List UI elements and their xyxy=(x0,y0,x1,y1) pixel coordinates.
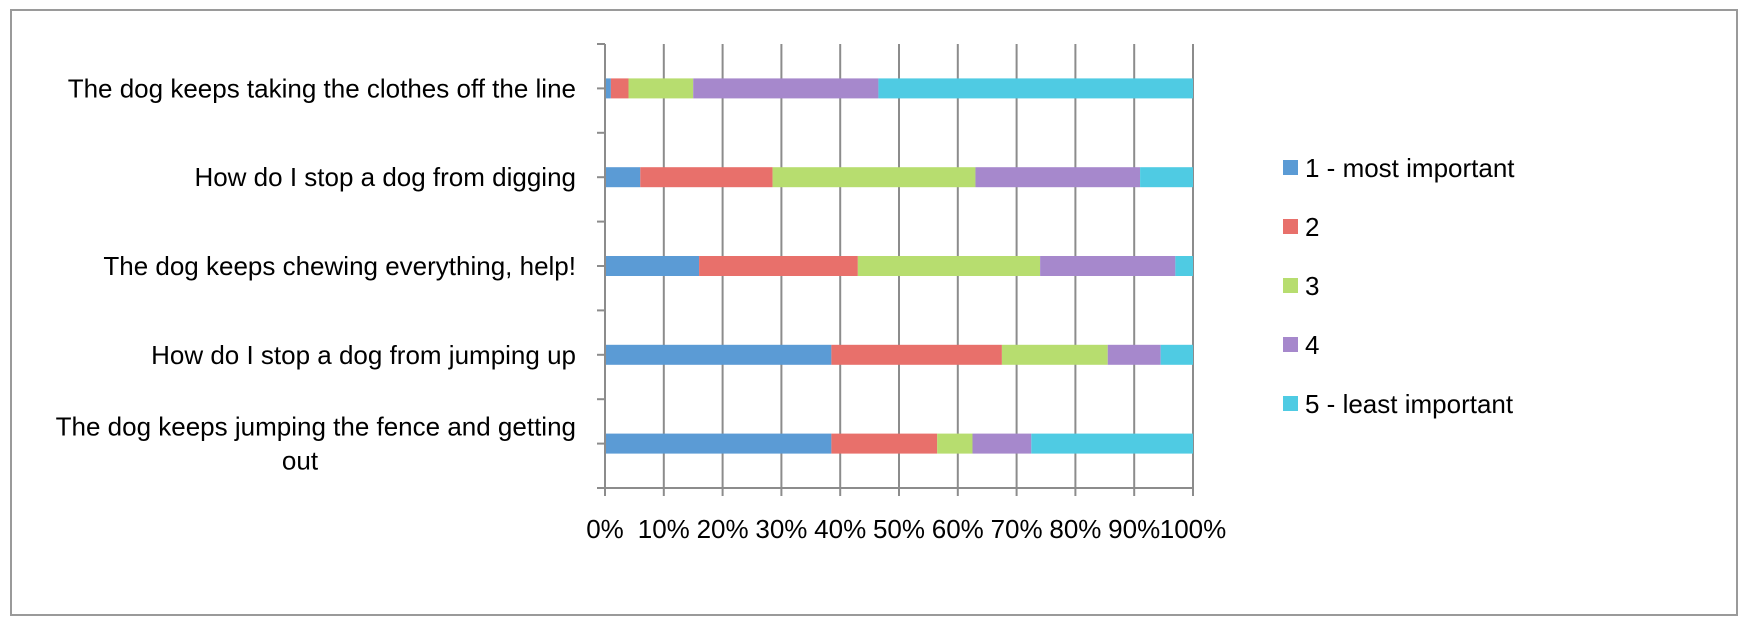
x-tick-label: 0% xyxy=(586,514,624,544)
bar-segment xyxy=(1001,344,1108,365)
x-tick-label: 70% xyxy=(991,514,1043,544)
x-tick-label: 80% xyxy=(1049,514,1101,544)
bar-segment xyxy=(857,256,1041,276)
category-label: How do I stop a dog from digging xyxy=(194,162,576,192)
category-labels: The dog keeps jumping the fence and gett… xyxy=(56,73,576,475)
legend-swatch xyxy=(1283,219,1298,234)
bar-segment xyxy=(975,167,1141,188)
bar-segment xyxy=(693,78,879,99)
legend-label: 3 xyxy=(1305,271,1319,301)
category-label: The dog keeps taking the clothes off the… xyxy=(68,73,576,103)
legend-swatch xyxy=(1283,396,1298,411)
x-tick-label: 30% xyxy=(755,514,807,544)
legend-label: 4 xyxy=(1305,330,1319,360)
bar-segment xyxy=(605,78,611,99)
bar-segment xyxy=(772,167,976,188)
bar-segment xyxy=(937,433,973,454)
x-tick-label: 10% xyxy=(638,514,690,544)
category-label: How do I stop a dog from jumping up xyxy=(151,340,576,370)
legend-swatch xyxy=(1283,160,1298,175)
legend-label: 5 - least important xyxy=(1305,389,1514,419)
bar-segment xyxy=(1140,167,1193,188)
chart-frame xyxy=(10,9,1738,616)
bar-segment xyxy=(1175,256,1193,276)
bar-segment xyxy=(605,433,832,454)
legend-label: 2 xyxy=(1305,212,1319,242)
bar-segment xyxy=(605,344,832,365)
bar-segment xyxy=(831,433,938,454)
bar-segment xyxy=(1040,256,1176,276)
bar-segment xyxy=(1107,344,1161,365)
legend-swatch xyxy=(1283,337,1298,352)
x-tick-label: 100% xyxy=(1160,514,1227,544)
x-tick-label: 50% xyxy=(873,514,925,544)
bar-segment xyxy=(640,167,773,188)
bar-segment xyxy=(831,344,1002,365)
bar-segment xyxy=(1160,344,1193,365)
legend-swatch xyxy=(1283,278,1298,293)
bar-segment xyxy=(972,433,1032,454)
axes xyxy=(597,43,1194,496)
legend: 1 - most important 2 3 4 5 - least important xyxy=(1283,153,1515,419)
bar-segment xyxy=(878,78,1193,99)
category-label: The dog keeps jumping the fence and gett… xyxy=(56,412,576,476)
bar-segment xyxy=(628,78,694,99)
x-tick-label: 20% xyxy=(697,514,749,544)
bar-segment xyxy=(699,256,858,276)
bar-segment xyxy=(610,78,629,99)
legend-label: 1 - most important xyxy=(1305,153,1515,183)
category-label: The dog keeps chewing everything, help! xyxy=(103,251,576,281)
bars xyxy=(605,78,1193,454)
x-tick-label: 60% xyxy=(932,514,984,544)
x-tick-labels: 0% 10% 20% 30% 40% 50% 60% 70% 80% 90% 100% xyxy=(586,514,1226,544)
x-tick-label: 40% xyxy=(814,514,866,544)
x-tick-label: 90% xyxy=(1108,514,1160,544)
bar-segment xyxy=(605,167,641,188)
bar-segment xyxy=(1031,433,1193,454)
bar-segment xyxy=(605,256,700,276)
